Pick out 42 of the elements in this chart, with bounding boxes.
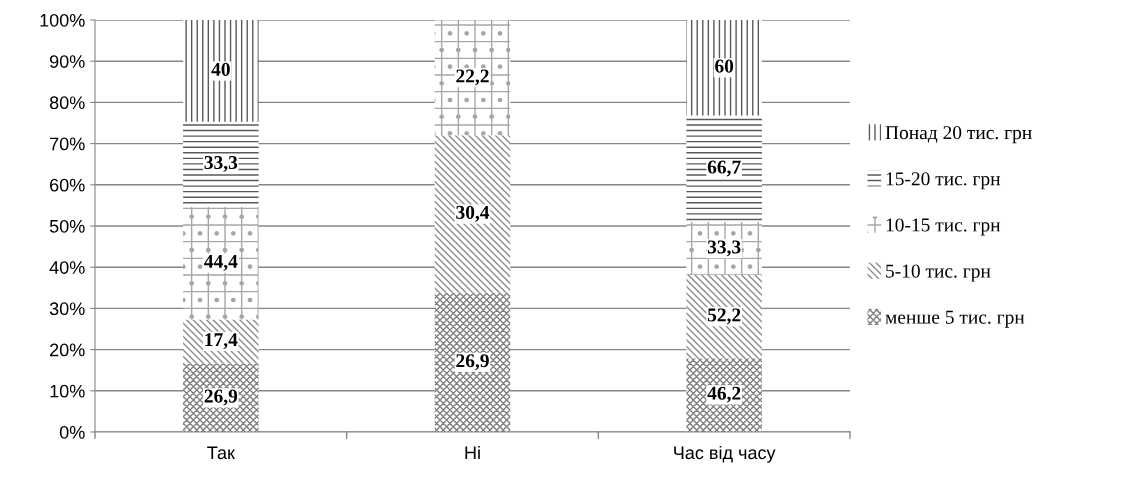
annotation: 30,4 bbox=[456, 205, 490, 222]
x-tick-label: Час від часу bbox=[674, 445, 776, 463]
legend-label: 5-10 тис. грн bbox=[886, 264, 991, 282]
bar bbox=[434, 135, 511, 293]
annotation: 22,2 bbox=[456, 69, 489, 86]
x-tick-label: Ні bbox=[465, 445, 480, 459]
bar bbox=[183, 206, 259, 320]
y-tick-label: 60% bbox=[50, 178, 85, 192]
annotation: 17,4 bbox=[205, 333, 238, 350]
bar bbox=[183, 20, 259, 122]
annotation: 26,9 bbox=[456, 354, 489, 371]
annotation: 40 bbox=[211, 62, 230, 76]
annotation: 66,7 bbox=[707, 160, 741, 177]
bar bbox=[686, 358, 762, 432]
bar bbox=[686, 115, 762, 222]
x-tick-label: Так bbox=[207, 446, 235, 460]
y-tick-label: 30% bbox=[49, 302, 85, 316]
y-tick-label: 40% bbox=[49, 261, 85, 274]
bar bbox=[434, 20, 511, 136]
annotation: 44,4 bbox=[204, 254, 238, 271]
annotation: 33,3 bbox=[204, 156, 238, 172]
y-tick-label: 80% bbox=[49, 96, 85, 110]
y-tick-label: 50% bbox=[49, 219, 85, 233]
y-tick-label: 20% bbox=[50, 343, 85, 357]
y-tick-label: 100% bbox=[40, 13, 85, 27]
annotation: 60 bbox=[715, 59, 734, 73]
legend-label: Понад 20 тис. грн bbox=[885, 126, 1032, 144]
legend-label: 15-20 тис. грн bbox=[886, 172, 1001, 190]
bar bbox=[686, 275, 762, 359]
y-tick-label: 0% bbox=[59, 425, 85, 439]
bar bbox=[434, 292, 511, 432]
annotation: 52,2 bbox=[707, 308, 741, 325]
legend-label: менше 5 тис. грн bbox=[885, 310, 1025, 328]
y-tick-label: 90% bbox=[49, 55, 85, 68]
bar bbox=[183, 121, 259, 207]
legend-label: 10-15 тис. грн bbox=[886, 218, 1001, 236]
y-tick-label: 10% bbox=[50, 384, 85, 398]
bar bbox=[686, 20, 762, 116]
annotation: 46,2 bbox=[707, 386, 741, 403]
annotation: 33,3 bbox=[707, 240, 741, 257]
annotation: 26,9 bbox=[204, 389, 238, 406]
y-tick-label: 70% bbox=[50, 137, 85, 151]
